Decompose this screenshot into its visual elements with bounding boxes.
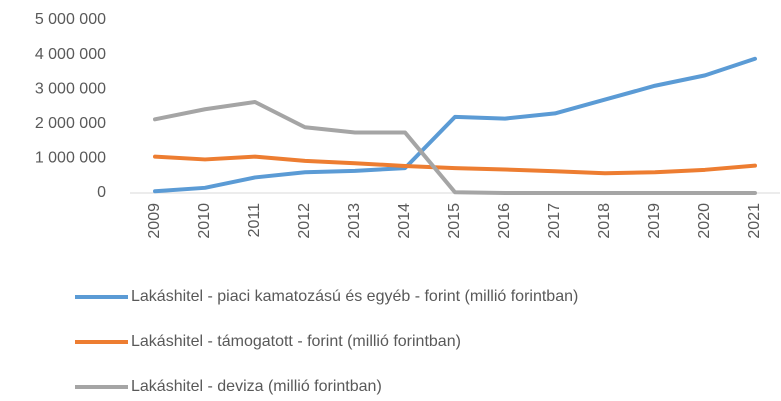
y-tick-label: 0	[97, 184, 106, 201]
x-tick-label: 2011	[246, 203, 263, 238]
legend-label: Lakáshitel - támogatott - forint (millió…	[131, 333, 461, 350]
y-tick-label: 3 000 000	[35, 80, 106, 97]
y-tick-label: 2 000 000	[35, 115, 106, 132]
series-line	[153, 154, 757, 176]
x-tick-label: 2018	[596, 203, 613, 239]
y-tick-label: 5 000 000	[35, 11, 106, 28]
x-tick-label: 2016	[496, 203, 513, 239]
series-line	[153, 100, 757, 195]
x-tick-label: 2020	[696, 203, 713, 239]
legend-label: Lakáshitel - piaci kamatozású és egyéb -…	[131, 288, 578, 305]
y-tick-label: 4 000 000	[35, 46, 106, 63]
y-tick-label: 1 000 000	[35, 150, 106, 167]
legend-label: Lakáshitel - deviza (millió forintban)	[131, 378, 382, 395]
x-tick-label: 2009	[146, 203, 163, 239]
x-tick-label: 2015	[446, 203, 463, 239]
x-tick-label: 2017	[546, 203, 563, 239]
x-tick-label: 2014	[396, 203, 413, 239]
x-tick-label: 2021	[746, 203, 763, 239]
x-tick-label: 2013	[346, 203, 363, 239]
series-line	[153, 56, 757, 194]
x-tick-label: 2010	[196, 203, 213, 239]
x-tick-label: 2012	[296, 203, 313, 239]
x-tick-label: 2019	[646, 203, 663, 239]
